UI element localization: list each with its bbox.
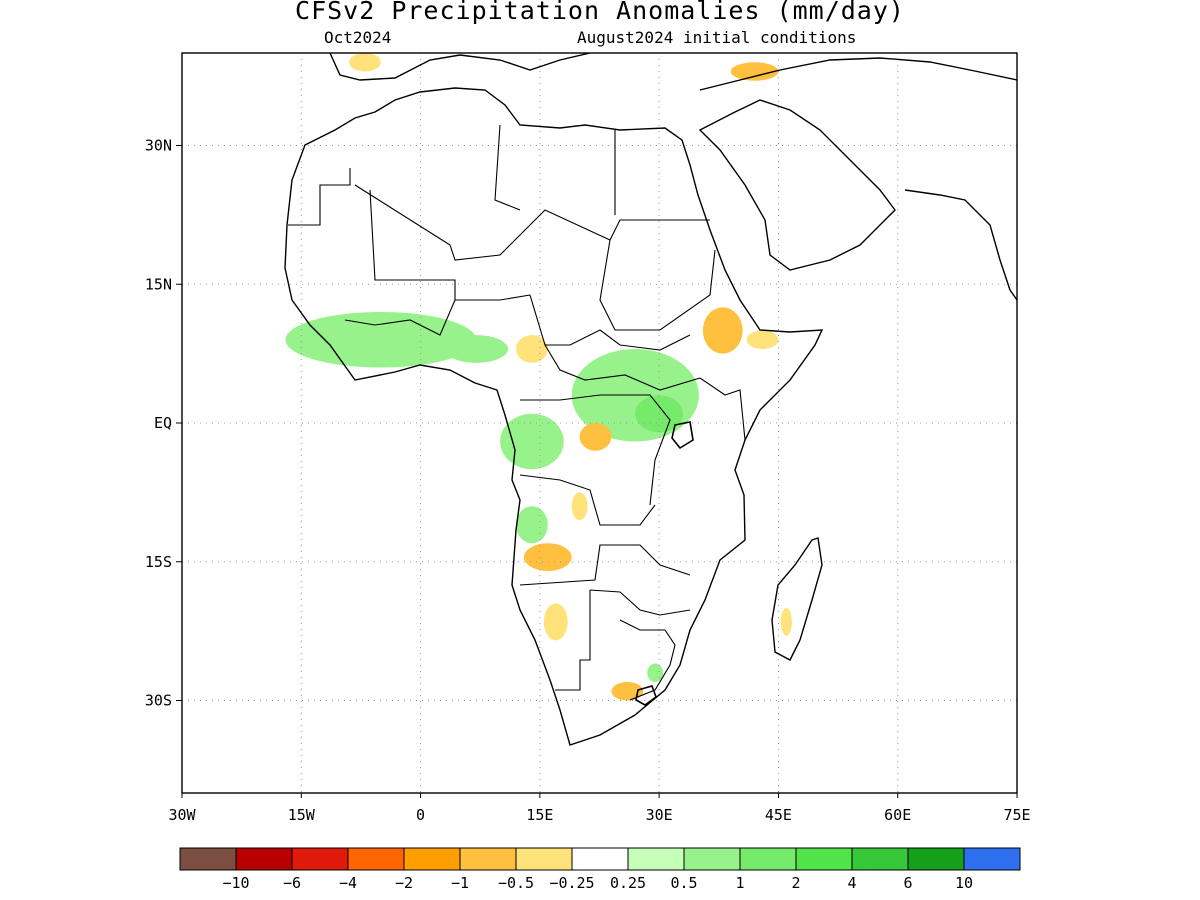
colorbar-swatch <box>515 847 573 871</box>
colorbar-label: 1 <box>735 874 744 892</box>
anomaly-congo-basin-wet <box>500 413 564 470</box>
colorbar-label: 0.25 <box>610 874 646 892</box>
lon-tick-label: 45E <box>765 806 792 824</box>
anomaly-namibia-dry <box>543 603 568 641</box>
lon-tick-label: 30E <box>646 806 673 824</box>
coastlines-and-borders <box>284 53 1017 746</box>
lat-tick-label: 30N <box>145 137 172 155</box>
anomaly-west-africa-wet-band <box>285 312 477 368</box>
anomaly-madagascar-dry <box>780 608 792 636</box>
colorbar: −10 −6 −4 −2 −1 −0.5 −0.25 0.25 0.5 1 2 4 6 10 <box>179 847 1021 892</box>
anomaly-morocco-dry <box>349 53 381 72</box>
africa-coastline <box>284 87 824 746</box>
lat-tick-label: 15S <box>145 553 172 571</box>
colorbar-label: −1 <box>451 874 469 892</box>
anomaly-cameroon-dry <box>516 335 548 363</box>
lake-victoria <box>671 421 694 450</box>
anomaly-south-africa-dry <box>611 682 644 701</box>
europe-asia-coast <box>329 53 1017 301</box>
colorbar-label: −0.5 <box>498 874 534 892</box>
colorbar-swatch <box>683 847 741 871</box>
colorbar-swatch <box>963 847 1021 871</box>
colorbar-label: 0.5 <box>670 874 697 892</box>
initial-conditions: August2024 initial conditions <box>577 28 857 47</box>
colorbar-swatch <box>347 847 405 871</box>
arabia-coastline <box>698 99 896 271</box>
madagascar-coastline <box>771 537 823 661</box>
lon-tick-label: 30W <box>168 806 196 824</box>
colorbar-swatch <box>851 847 909 871</box>
lon-tick-label: 0 <box>416 806 425 824</box>
lat-tick-label: EQ <box>154 414 172 432</box>
anomaly-shading <box>285 53 792 701</box>
colorbar-swatch <box>291 847 349 871</box>
lat-tick-label: 15N <box>145 275 172 293</box>
forecast-month: Oct2024 <box>324 28 392 47</box>
anomaly-somalia-dry <box>746 330 779 349</box>
colorbar-label: 4 <box>847 874 856 892</box>
colorbar-swatch <box>179 847 237 871</box>
colorbar-label: 6 <box>903 874 912 892</box>
colorbar-swatch <box>795 847 853 871</box>
colorbar-label: 10 <box>955 874 973 892</box>
map-title: CFSv2 Precipitation Anomalies (mm/day) <box>295 0 905 25</box>
anomaly-zambia-dry <box>571 492 588 521</box>
colorbar-label: −6 <box>283 874 301 892</box>
colorbar-label: −0.25 <box>549 874 594 892</box>
colorbar-swatch <box>627 847 685 871</box>
colorbar-swatch <box>571 847 629 871</box>
colorbar-label: −4 <box>339 874 357 892</box>
anomaly-nigeria-wet <box>444 335 509 363</box>
anomaly-angola-wet <box>516 506 548 544</box>
lon-tick-label: 15E <box>526 806 553 824</box>
lesotho-border <box>635 685 657 706</box>
anomaly-ethiopia-dry <box>702 307 743 354</box>
lat-tick-label: 30S <box>145 692 172 710</box>
anomaly-drc-dry <box>579 423 612 451</box>
colorbar-label: 2 <box>791 874 800 892</box>
lon-tick-label: 15W <box>288 806 316 824</box>
colorbar-label: −2 <box>395 874 413 892</box>
anomaly-angola-dry <box>523 543 572 571</box>
colorbar-swatch <box>907 847 965 871</box>
colorbar-label: −10 <box>222 874 249 892</box>
colorbar-swatch <box>739 847 797 871</box>
colorbar-swatch <box>459 847 517 871</box>
country-borders <box>288 124 746 701</box>
anomaly-mediterranean-dry <box>730 62 779 81</box>
lon-tick-label: 75E <box>1003 806 1030 824</box>
colorbar-swatch <box>235 847 293 871</box>
lon-tick-label: 60E <box>884 806 911 824</box>
map-axes: 30W 15W 0 15E 30E 45E 60E 75E 30N 15N EQ 15S 30S <box>145 137 1031 825</box>
colorbar-swatch <box>403 847 461 871</box>
anomaly-lesotho-wet <box>647 663 664 682</box>
